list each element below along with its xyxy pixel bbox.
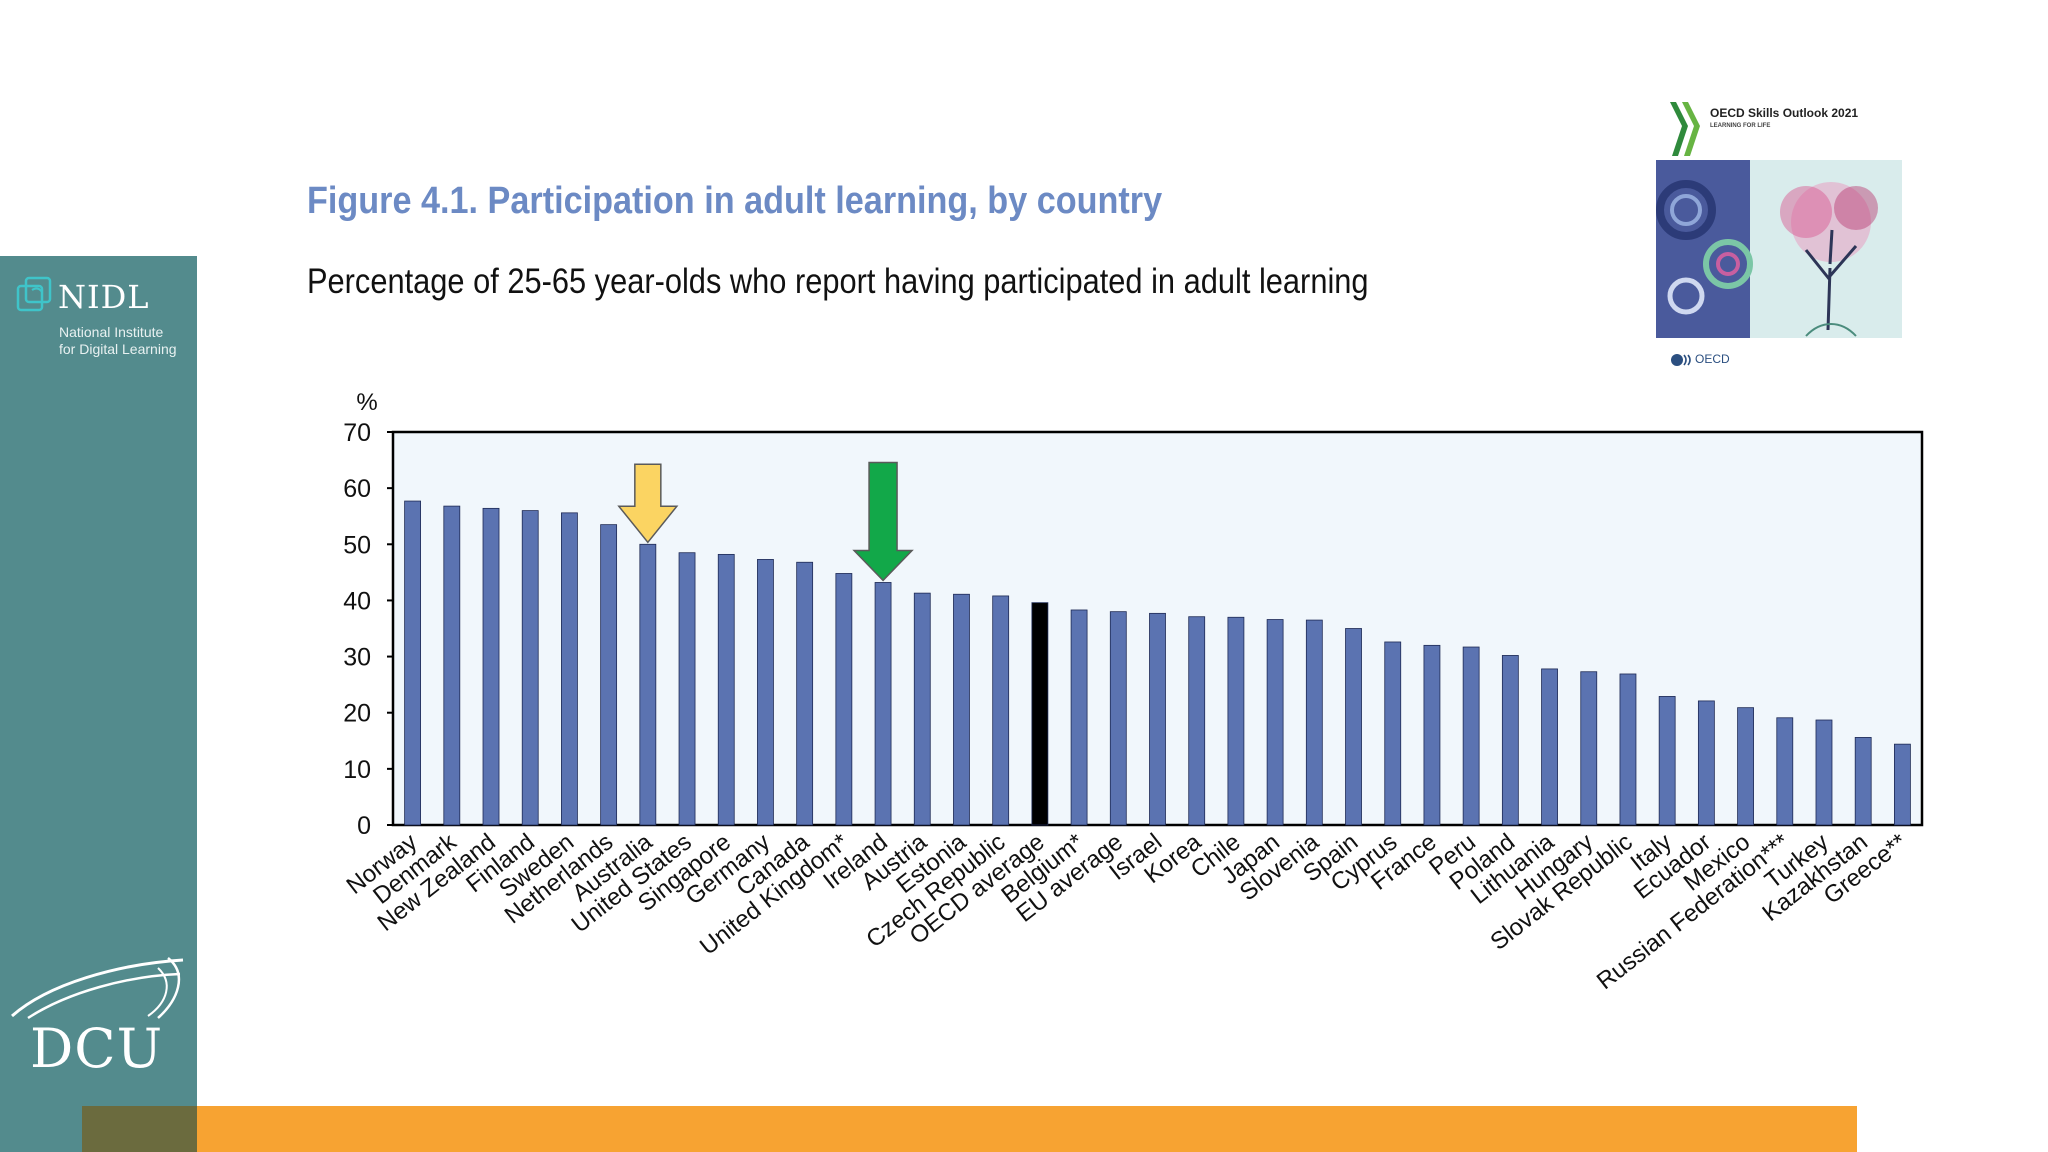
bar xyxy=(953,593,970,826)
bar xyxy=(757,559,774,826)
green-arrow-annotation xyxy=(852,461,914,582)
bar xyxy=(1815,719,1833,826)
nidl-logo: NIDL National Institute for Digital Lear… xyxy=(16,276,191,366)
cover-publisher-name: OECD xyxy=(1695,352,1730,366)
y-axis-label: % xyxy=(356,389,377,416)
bar xyxy=(600,524,618,826)
y-tick-label: 50 xyxy=(343,531,371,559)
nidl-mark-icon xyxy=(16,276,52,312)
figure-subtitle: Percentage of 25-65 year-olds who report… xyxy=(307,262,1369,301)
dcu-wordmark: DCU xyxy=(30,1017,164,1080)
bar xyxy=(1854,737,1872,826)
bar xyxy=(874,582,892,826)
y-tick-label: 70 xyxy=(343,419,371,447)
y-tick-label: 20 xyxy=(343,700,371,728)
cover-tagline: LEARNING FOR LIFE xyxy=(1710,123,1771,129)
bar xyxy=(561,512,578,826)
bar xyxy=(1070,609,1088,826)
bar xyxy=(678,552,696,826)
bar xyxy=(1109,611,1127,826)
oecd-chevron-icon xyxy=(1670,102,1700,156)
cover-title: OECD Skills Outlook 2021 xyxy=(1710,106,1859,120)
bar xyxy=(443,505,461,826)
bar xyxy=(404,500,422,826)
bar xyxy=(482,507,500,826)
bar xyxy=(1266,619,1284,826)
dcu-swoosh-icon xyxy=(11,957,184,1020)
bar xyxy=(1345,628,1362,826)
bottom-bar xyxy=(197,1106,1857,1152)
bar xyxy=(1462,646,1480,826)
yellow-arrow-annotation xyxy=(617,463,679,544)
cover-artwork xyxy=(1656,160,1902,338)
bar xyxy=(1384,641,1402,826)
bar xyxy=(1149,612,1166,826)
figure-title: Figure 4.1. Participation in adult learn… xyxy=(307,180,1163,222)
bar xyxy=(1580,671,1598,826)
dcu-logo: DCU xyxy=(8,954,188,1084)
nidl-line-2: for Digital Learning xyxy=(59,341,177,357)
bar xyxy=(717,553,735,826)
y-tick-label: 40 xyxy=(343,587,371,615)
sidebar: NIDL National Institute for Digital Lear… xyxy=(0,256,197,1152)
y-tick-label: 60 xyxy=(343,475,371,503)
nidl-name: NIDL xyxy=(58,278,150,316)
bar xyxy=(1423,644,1441,826)
y-tick-label: 0 xyxy=(357,812,371,840)
bar xyxy=(1697,700,1715,826)
y-tick-label: 30 xyxy=(343,644,371,672)
nidl-line-1: National Institute xyxy=(59,324,164,340)
bar xyxy=(1776,717,1794,826)
report-cover: OECD Skills Outlook 2021 LEARNING FOR LI… xyxy=(1656,98,1902,370)
bar xyxy=(796,561,814,826)
bar xyxy=(1737,707,1754,826)
bar xyxy=(992,595,1010,826)
bar xyxy=(639,543,657,826)
nidl-fullname: National Institute for Digital Learning xyxy=(59,324,209,358)
bar xyxy=(1658,696,1676,826)
y-tick-label: 10 xyxy=(343,756,371,784)
cover-publisher: OECD xyxy=(1670,352,1730,367)
bar xyxy=(1188,616,1206,826)
bar xyxy=(1305,619,1323,826)
bar xyxy=(913,592,931,826)
bar xyxy=(1227,616,1245,826)
bar xyxy=(835,573,853,826)
bar xyxy=(1501,655,1519,826)
oecd-logo-icon xyxy=(1671,353,1691,366)
bar xyxy=(521,510,539,826)
bar xyxy=(1541,668,1558,826)
bar xyxy=(1893,743,1911,826)
bottom-bar-dark xyxy=(82,1106,197,1152)
bar xyxy=(1619,673,1637,826)
bar-highlighted xyxy=(1031,602,1049,826)
